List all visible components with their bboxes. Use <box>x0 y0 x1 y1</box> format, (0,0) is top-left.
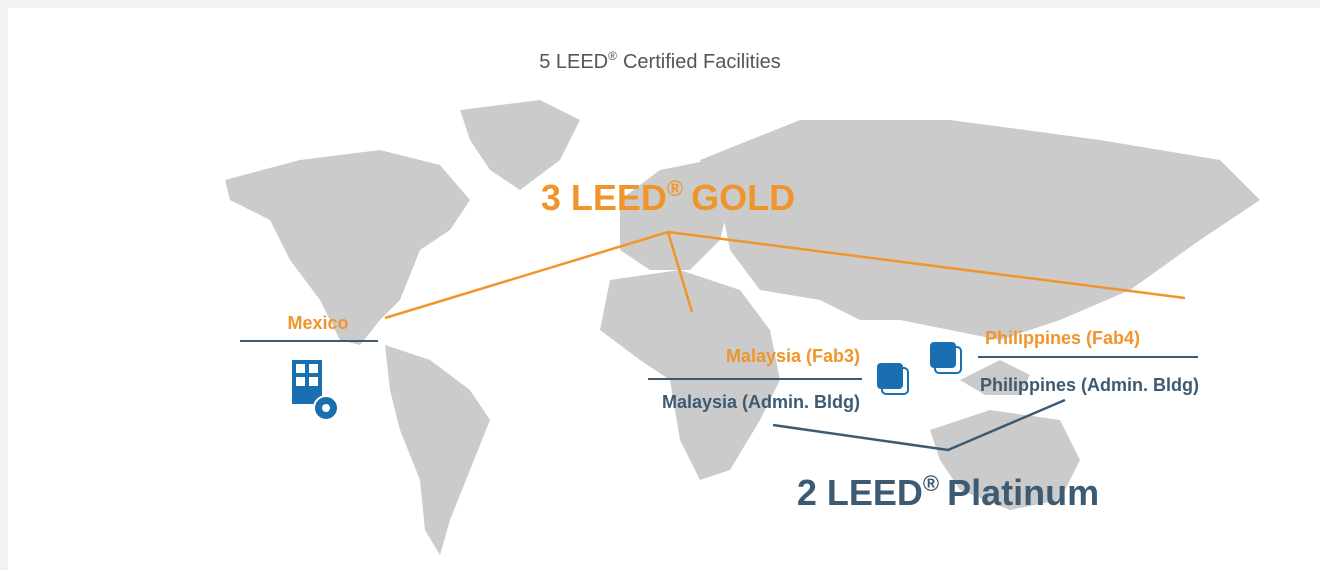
site-label: Malaysia (Admin. Bldg) <box>662 392 860 412</box>
site-label: Philippines (Fab4) <box>985 328 1140 348</box>
site-label: Malaysia (Fab3) <box>726 346 860 366</box>
site-label: Philippines (Admin. Bldg) <box>980 375 1199 395</box>
gold-connectors <box>384 230 1186 320</box>
platinum-connectors <box>772 398 1066 452</box>
site-label: Mexico <box>287 313 348 333</box>
world-map <box>225 100 1260 555</box>
gold-heading: 3 LEED® GOLD <box>541 176 795 218</box>
platinum-heading: 2 LEED® Platinum <box>797 471 1099 513</box>
building-icons <box>877 342 962 395</box>
title: 5 LEED® Certified Facilities <box>539 49 781 73</box>
facility-icon <box>292 360 339 421</box>
